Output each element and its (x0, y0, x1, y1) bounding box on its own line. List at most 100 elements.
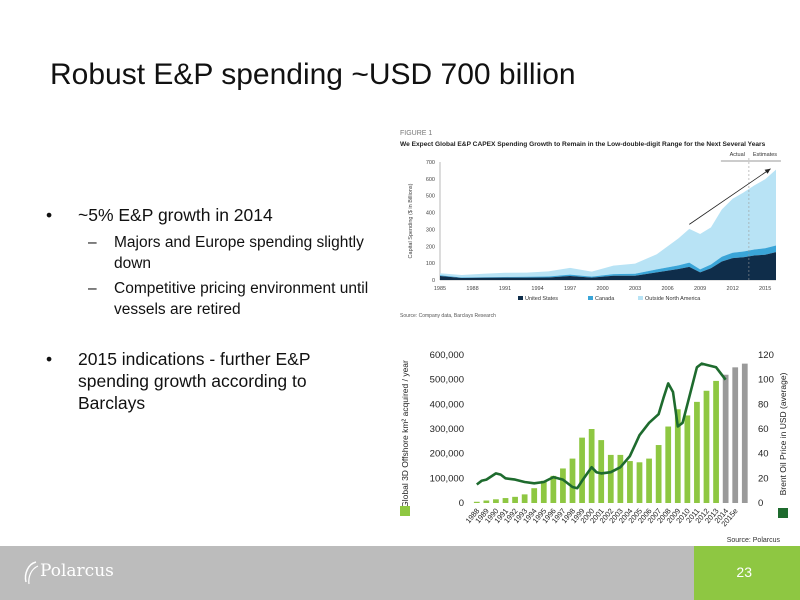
sub-bullet-item: – Competitive pricing environment until … (44, 278, 374, 320)
x-tick-label: 2006 (661, 286, 673, 292)
legend-label: Canada (595, 296, 615, 302)
bar (665, 426, 672, 503)
bar (674, 409, 681, 503)
y-axis-label: Capital Spending ($ in Billions) (408, 183, 414, 258)
slide-title: Robust E&P spending ~USD 700 billion (50, 58, 576, 91)
bullet-text: ~5% E&P growth in 2014 (78, 205, 273, 225)
y-tick-label: 200 (426, 244, 435, 250)
y-tick-label: 100,000 (430, 473, 464, 484)
y-tick-label: 100 (426, 261, 435, 267)
area-series-2 (440, 169, 776, 278)
bullet-dot: • (46, 205, 53, 225)
y-tick-label: 500,000 (430, 375, 464, 386)
capex-chart-svg: FIGURE 1 We Expect Global E&P CAPEX Spen… (400, 130, 781, 319)
legend-label: Outside North America (645, 296, 701, 302)
y-tick-label: 600 (426, 177, 435, 183)
legend-label: United States (525, 296, 558, 302)
polarcus-logo: Polarcus (22, 560, 142, 590)
trend-arrow-head (764, 168, 771, 174)
bar (531, 488, 538, 503)
y-tick-label: 0 (432, 278, 435, 284)
bar (598, 440, 605, 503)
x-tick-label: 1985 (434, 286, 446, 292)
bar (607, 454, 614, 503)
legend-swatch (588, 296, 593, 300)
bullet-item: • ~5% E&P growth in 2014 (44, 204, 374, 226)
y2-tick-label: 100 (758, 375, 774, 386)
footer-bar: Polarcus 23 (0, 546, 800, 600)
x-tick-label: 2015 (759, 286, 771, 292)
trend-arrow (689, 168, 771, 225)
chart-subtitle: We Expect Global E&P CAPEX Spending Grow… (400, 141, 766, 148)
x-tick-label: 1988 (466, 286, 478, 292)
seismic-oil-chart-svg: 0 100,000 200,000 300,000 400,000 500,000 600,… (400, 350, 788, 544)
y-axis-label: Global 3D Offshore km² acquired / year (400, 360, 410, 508)
legend-line-swatch (778, 508, 788, 518)
y-tick-label: 700 (426, 160, 435, 166)
y-tick-label: 400 (426, 211, 435, 217)
bar (560, 468, 566, 503)
seismic-oil-chart: 0 100,000 200,000 300,000 400,000 500,000 600,… (398, 338, 790, 548)
y-tick-label: 400,000 (430, 399, 464, 410)
y2-tick-label: 0 (758, 498, 763, 509)
x-tick-label: 1994 (531, 286, 543, 292)
bar (703, 390, 710, 503)
bar (732, 367, 739, 503)
sub-bullet-item: – Majors and Europe spending slightly do… (44, 232, 374, 274)
bullet-item: • 2015 indications - further E&P spendin… (44, 348, 374, 414)
area-series-0 (440, 252, 776, 280)
bar (713, 380, 719, 503)
bullet-dot: • (46, 349, 53, 369)
bar (646, 458, 652, 503)
y-tick-label: 200,000 (430, 449, 464, 460)
bar (512, 496, 518, 503)
estimates-label: Estimates (753, 152, 777, 158)
y2-tick-label: 60 (758, 424, 769, 435)
page-number-box: 23 (694, 546, 800, 600)
chart-source: Source: Company data, Barclays Research (400, 313, 496, 319)
y2-axis-label: Brent Oil Price in USD (average) (778, 372, 788, 495)
actual-label: Actual (730, 152, 745, 158)
bar (655, 445, 662, 503)
bullet-text: 2015 indications - further E&P spending … (78, 349, 311, 413)
sub-bullet-dash: – (88, 234, 97, 251)
y2-tick-label: 120 (758, 350, 774, 361)
legend-bar-swatch (400, 506, 410, 516)
y-tick-label: 0 (459, 498, 464, 509)
bar (502, 498, 509, 503)
bar (521, 494, 528, 503)
logo-mark-icon (24, 561, 39, 585)
sub-bullet-text: Competitive pricing environment until ve… (114, 280, 369, 318)
bar (722, 374, 729, 503)
x-tick-label: 1997 (564, 286, 576, 292)
bar (483, 500, 490, 503)
bar (579, 437, 585, 503)
y-tick-label: 600,000 (430, 350, 464, 361)
bar (569, 458, 576, 503)
y2-tick-label: 40 (758, 449, 769, 460)
bar (617, 454, 624, 503)
bar (741, 363, 748, 503)
chart-source: Source: Polarcus (727, 537, 781, 544)
figure-label: FIGURE 1 (400, 130, 432, 137)
logo-text: Polarcus (40, 561, 114, 581)
oil-price-line (476, 362, 727, 490)
y-tick-label: 300 (426, 227, 435, 233)
bar (550, 475, 557, 503)
y2-tick-label: 20 (758, 473, 769, 484)
bar (493, 499, 499, 503)
x-tick-label: 2003 (629, 286, 641, 292)
capex-chart: FIGURE 1 We Expect Global E&P CAPEX Spen… (398, 124, 783, 324)
y-tick-label: 500 (426, 194, 435, 200)
bar (694, 401, 700, 503)
bar (627, 461, 633, 503)
bar (684, 415, 691, 503)
page-number: 23 (736, 564, 752, 580)
sub-bullet-text: Majors and Europe spending slightly down (114, 234, 364, 272)
bar (636, 462, 643, 503)
legend-swatch (638, 296, 643, 300)
x-tick-label: 2000 (596, 286, 608, 292)
bar (540, 480, 547, 503)
legend-swatch (518, 296, 523, 300)
x-tick-label: 2009 (694, 286, 706, 292)
